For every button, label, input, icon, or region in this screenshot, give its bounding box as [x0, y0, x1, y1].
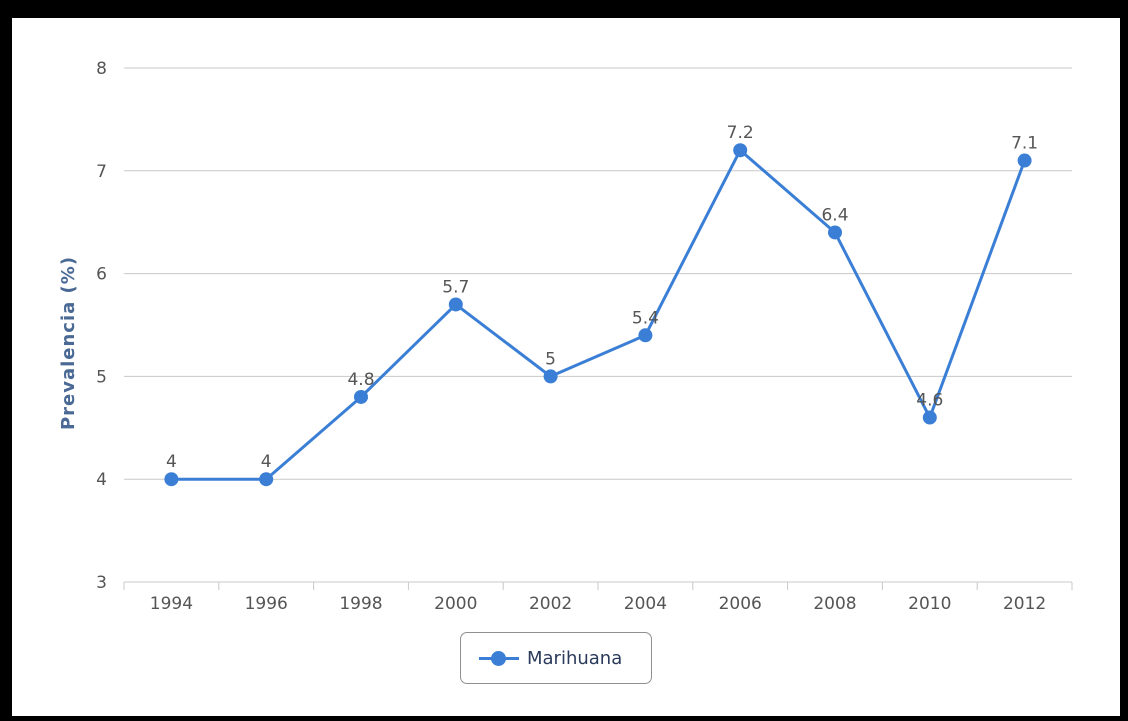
line-chart: 3 4 5 6 7 8 1994 1996 1998 2000 2002 2004 2006 2008 2… — [58, 59, 1073, 614]
data-label-2008: 6.4 — [821, 205, 848, 225]
x-tick-label-2006: 2006 — [719, 594, 762, 614]
legend-marker-icon — [479, 648, 519, 668]
legend[interactable]: Marihuana — [460, 632, 652, 684]
data-label-2010: 4.6 — [916, 391, 943, 411]
data-point-2002[interactable] — [543, 369, 558, 384]
chart-frame: 3 4 5 6 7 8 1994 1996 1998 2000 2002 2004 2006 2008 2… — [12, 18, 1120, 716]
data-point-2004[interactable] — [638, 328, 653, 343]
data-point-1994[interactable] — [164, 472, 179, 487]
y-axis-ticks: 3 4 5 6 7 8 — [96, 59, 107, 593]
data-label-2002: 5 — [545, 349, 556, 369]
y-tick-label-7: 7 — [96, 162, 107, 182]
x-tick-label-1994: 1994 — [150, 594, 193, 614]
x-tick-label-2008: 2008 — [813, 594, 856, 614]
data-label-2012: 7.1 — [1011, 134, 1038, 154]
legend-label: Marihuana — [527, 647, 623, 669]
y-tick-label-5: 5 — [96, 367, 107, 387]
data-point-2000[interactable] — [448, 297, 463, 312]
y-tick-label-3: 3 — [96, 573, 107, 593]
gridlines — [124, 67, 1072, 480]
series-line — [171, 148, 1027, 481]
data-point-2006[interactable] — [733, 143, 748, 158]
y-tick-label-6: 6 — [96, 265, 107, 285]
x-tick-label-1996: 1996 — [245, 594, 288, 614]
data-point-1996[interactable] — [259, 472, 274, 487]
legend-dot — [491, 651, 506, 666]
data-label-2004: 5.4 — [632, 308, 659, 328]
data-point-1998[interactable] — [354, 389, 368, 404]
x-tick-label-2002: 2002 — [529, 594, 572, 614]
x-tick-label-1998: 1998 — [339, 594, 382, 614]
data-point-2010[interactable] — [922, 410, 937, 425]
data-label-2000: 5.7 — [442, 277, 469, 297]
x-axis — [123, 581, 1073, 590]
data-label-1994: 4 — [166, 452, 177, 472]
series-marihuana[interactable] — [164, 143, 1032, 487]
x-tick-label-2010: 2010 — [908, 594, 951, 614]
x-axis-ticks: 1994 1996 1998 2000 2002 2004 2006 2008 2010 2012 — [150, 594, 1046, 614]
y-tick-label-8: 8 — [96, 59, 107, 79]
data-labels: 4 4 4.8 5.7 5 5.4 7.2 6.4 4.6 7.1 — [166, 123, 1038, 472]
data-label-2006: 7.2 — [727, 123, 754, 143]
y-tick-label-4: 4 — [96, 470, 107, 490]
data-label-1998: 4.8 — [347, 370, 374, 390]
data-label-1996: 4 — [261, 452, 272, 472]
x-tick-label-2004: 2004 — [624, 594, 667, 614]
x-tick-label-2012: 2012 — [1003, 594, 1046, 614]
data-point-2012[interactable] — [1017, 153, 1032, 168]
data-point-2008[interactable] — [828, 225, 842, 240]
y-axis-title: Prevalencia (%) — [58, 256, 79, 430]
x-tick-label-2000: 2000 — [434, 594, 477, 614]
